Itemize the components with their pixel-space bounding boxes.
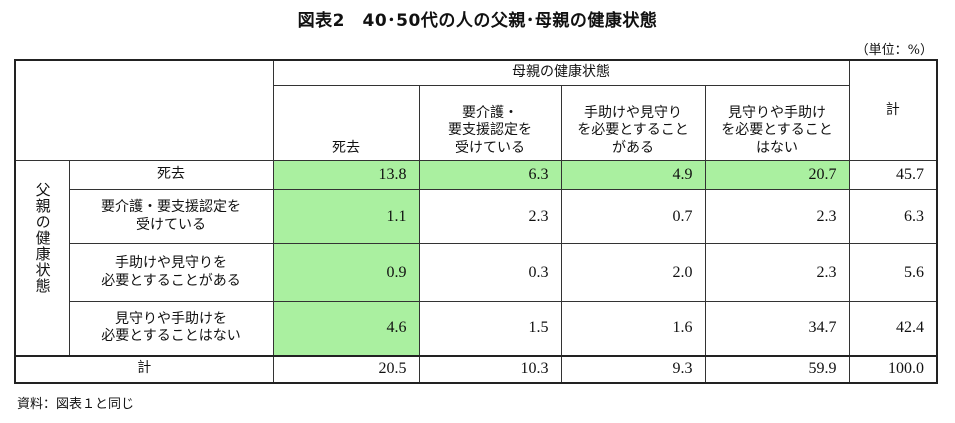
row-total: 42.4 xyxy=(848,301,938,356)
row-total: 6.3 xyxy=(848,189,938,244)
col-header-needs-help: 手助けや見守り を必要とすること がある xyxy=(560,85,706,161)
table-cell: 2.3 xyxy=(418,189,562,244)
row-label-needs-help: 手助けや見守りを 必要とすることがある xyxy=(68,243,274,302)
column-total: 59.9 xyxy=(704,354,850,383)
unit-note: （単位：%） xyxy=(855,43,933,58)
col-header-care-certified: 要介護・ 要支援認定を 受けている xyxy=(418,85,562,161)
table-cell: 0.3 xyxy=(418,243,562,302)
grand-total: 100.0 xyxy=(848,354,938,383)
table-cell: 1.6 xyxy=(560,301,706,356)
father-health-header: 父親の健康状態 xyxy=(14,160,70,356)
row-total: 45.7 xyxy=(848,160,938,190)
col-header-no-help-needed: 見守りや手助け を必要とすること はない xyxy=(704,85,850,161)
table-cell: 1.5 xyxy=(418,301,562,356)
table-cell: 0.7 xyxy=(560,189,706,244)
table-cell: 2.3 xyxy=(704,189,850,244)
father-health-label: 父親の健康状態 xyxy=(33,181,52,294)
table-cell: 0.9 xyxy=(272,243,420,302)
table-cell: 34.7 xyxy=(704,301,850,356)
column-total: 10.3 xyxy=(418,354,562,383)
table-cell: 6.3 xyxy=(418,160,562,190)
table-cell: 2.0 xyxy=(560,243,706,302)
column-total: 20.5 xyxy=(272,354,420,383)
total-column-header: 計 xyxy=(848,59,938,161)
source-note: 資料：図表１と同じ xyxy=(17,397,135,412)
table-cell: 4.9 xyxy=(560,160,706,190)
table-cell: 2.3 xyxy=(704,243,850,302)
corner-cell xyxy=(14,59,274,161)
row-label-no-help-needed: 見守りや手助けを 必要とすることはない xyxy=(68,301,274,356)
column-total: 9.3 xyxy=(560,354,706,383)
row-total: 5.6 xyxy=(848,243,938,302)
row-label-deceased: 死去 xyxy=(68,160,274,190)
row-label-care-certified: 要介護・要支援認定を 受けている xyxy=(68,189,274,244)
table-cell: 20.7 xyxy=(704,160,850,190)
mother-health-header: 母親の健康状態 xyxy=(272,59,850,86)
table-cell: 1.1 xyxy=(272,189,420,244)
table-cell: 4.6 xyxy=(272,301,420,356)
table-cell: 13.8 xyxy=(272,160,420,190)
total-row-label: 計 xyxy=(14,354,274,383)
page-title: 図表2 40･50代の人の父親･母親の健康状態 xyxy=(297,11,658,31)
health-status-table: 母親の健康状態 計 死去 要介護・ 要支援認定を 受けている 手助けや見守り を… xyxy=(14,59,938,384)
col-header-deceased: 死去 xyxy=(272,85,420,161)
